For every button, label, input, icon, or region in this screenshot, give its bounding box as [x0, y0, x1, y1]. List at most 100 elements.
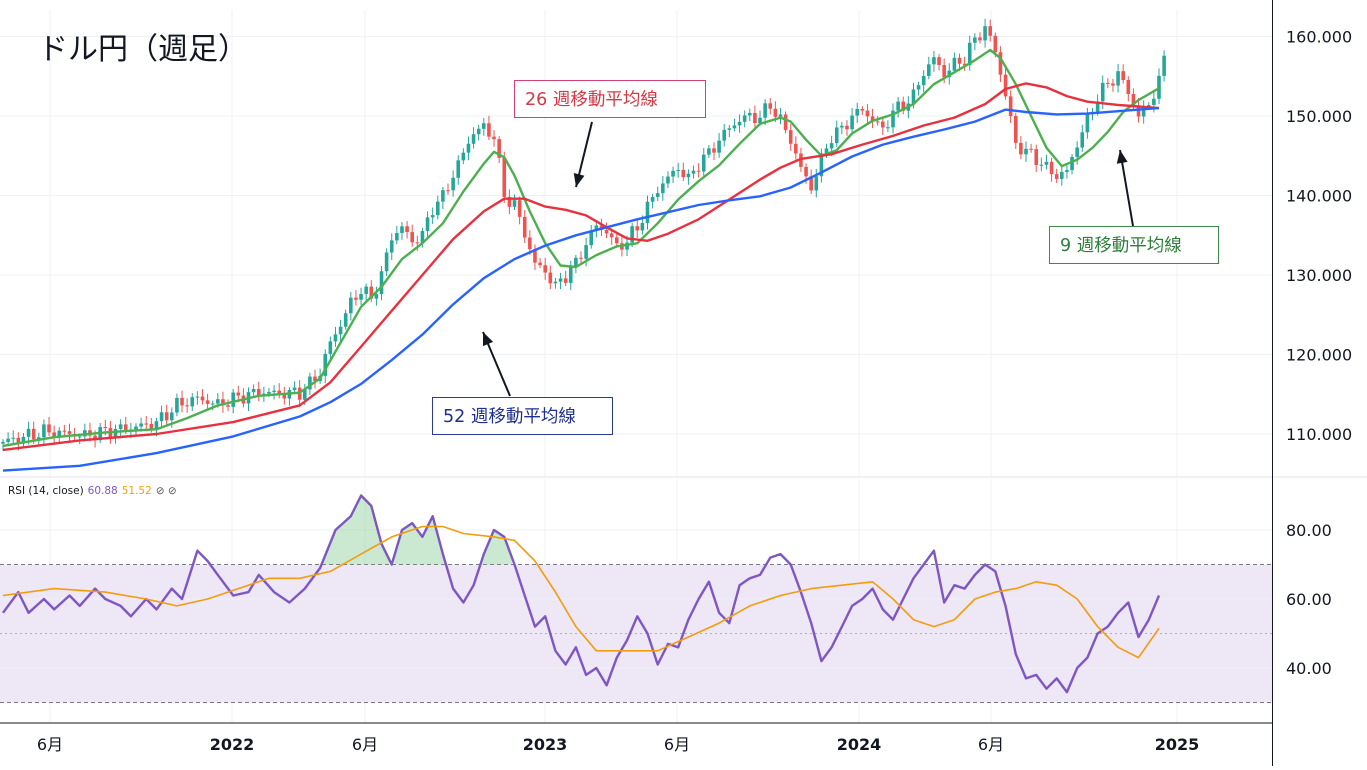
candle-body: [1008, 96, 1013, 117]
candle-body: [1080, 132, 1085, 148]
candle-body: [231, 392, 235, 407]
candle-body: [932, 57, 936, 65]
candle-body: [1024, 148, 1028, 155]
candle-body: [615, 237, 619, 244]
candle-body: [200, 396, 205, 401]
candle-body: [921, 75, 926, 86]
candle-body: [139, 423, 143, 427]
candle-body: [701, 154, 706, 172]
candle-body: [16, 437, 21, 444]
candle-body: [604, 229, 609, 234]
candle-body: [492, 136, 496, 140]
candle-body: [742, 115, 747, 122]
rsi-tick-label: 60.00: [1286, 590, 1332, 609]
candle-body: [216, 399, 220, 404]
candle-body: [1152, 98, 1156, 106]
candle-body: [349, 297, 353, 314]
candle-body: [824, 148, 829, 154]
candle-body: [1034, 149, 1039, 166]
candle-body: [323, 353, 328, 376]
candle-body: [778, 114, 783, 117]
candle-body: [870, 116, 875, 122]
candle-body: [185, 405, 189, 407]
candle-body: [768, 103, 773, 109]
candle-body: [11, 437, 16, 439]
candle-body: [113, 428, 118, 439]
candle-body: [164, 412, 169, 421]
candle-body: [645, 201, 650, 223]
candle-body: [1141, 106, 1146, 117]
candle-body: [563, 278, 568, 283]
rsi-na-values: ⊘ ⊘: [155, 485, 177, 497]
ma52-arrow: [482, 331, 511, 397]
candle-body: [169, 412, 174, 421]
candle-body: [1003, 74, 1008, 97]
candle-body: [1, 441, 5, 444]
candle-body: [891, 110, 895, 128]
candle-body: [282, 393, 287, 399]
rsi-legend[interactable]: RSI (14, close) 60.88 51.52 ⊘ ⊘: [8, 485, 177, 497]
ma26-callout: 26 週移動平均線: [514, 80, 706, 118]
candle-body: [804, 166, 808, 177]
candle-body: [840, 125, 844, 128]
candle-body: [67, 431, 72, 434]
candle-body: [190, 397, 195, 407]
ma9-line: [2, 48, 1160, 448]
price-tick-label: 160.000: [1286, 28, 1352, 47]
price-tick-label: 150.000: [1286, 107, 1352, 126]
candle-body: [983, 26, 987, 41]
time-tick-label: 2022: [210, 735, 255, 754]
candle-body: [502, 157, 507, 197]
candle-body: [456, 160, 461, 178]
candle-body: [267, 391, 271, 394]
candle-body: [625, 242, 629, 250]
candles: [1, 18, 1166, 452]
candle-body: [558, 278, 563, 282]
candle-body: [543, 265, 547, 273]
candle-body: [855, 108, 860, 116]
candle-body: [1029, 148, 1033, 150]
candle-body: [359, 293, 363, 300]
rsi-value: 60.88: [87, 485, 118, 497]
time-tick-label: 6月: [37, 735, 63, 754]
ma26-arrow: [573, 121, 593, 188]
rsi-ma-line: [2, 525, 1160, 659]
candle-body: [435, 201, 440, 216]
candle-body: [978, 37, 982, 41]
candle-body: [374, 294, 379, 299]
candle-body: [967, 42, 972, 66]
candle-body: [942, 65, 946, 78]
candle-body: [430, 215, 435, 218]
arrow-head: [573, 173, 585, 187]
candle-body: [272, 390, 276, 392]
candle-body: [1070, 156, 1074, 171]
candle-body: [747, 112, 752, 116]
candle-body: [758, 117, 762, 124]
candle-body: [405, 226, 409, 233]
candle-body: [77, 436, 82, 438]
ma9-arrow: [1116, 149, 1134, 227]
candle-body: [676, 169, 680, 171]
candle-body: [788, 130, 793, 144]
candle-body: [302, 389, 307, 400]
candle-body: [517, 200, 522, 217]
candle-body: [814, 176, 819, 191]
price-tick-label: 130.000: [1286, 266, 1352, 285]
candle-body: [640, 222, 645, 231]
candle-body: [707, 148, 711, 155]
candle-body: [927, 64, 931, 76]
candle-body: [446, 190, 450, 192]
candle-body: [696, 170, 701, 172]
candle-body: [1060, 171, 1064, 179]
candle-body: [42, 424, 46, 438]
candle-body: [1131, 93, 1136, 106]
candle-body: [574, 257, 578, 268]
time-tick-label: 2023: [523, 735, 568, 754]
candle-body: [149, 423, 154, 430]
candle-body: [661, 183, 665, 194]
candle-body: [671, 170, 675, 177]
candle-body: [589, 230, 594, 246]
candle-body: [819, 153, 824, 177]
